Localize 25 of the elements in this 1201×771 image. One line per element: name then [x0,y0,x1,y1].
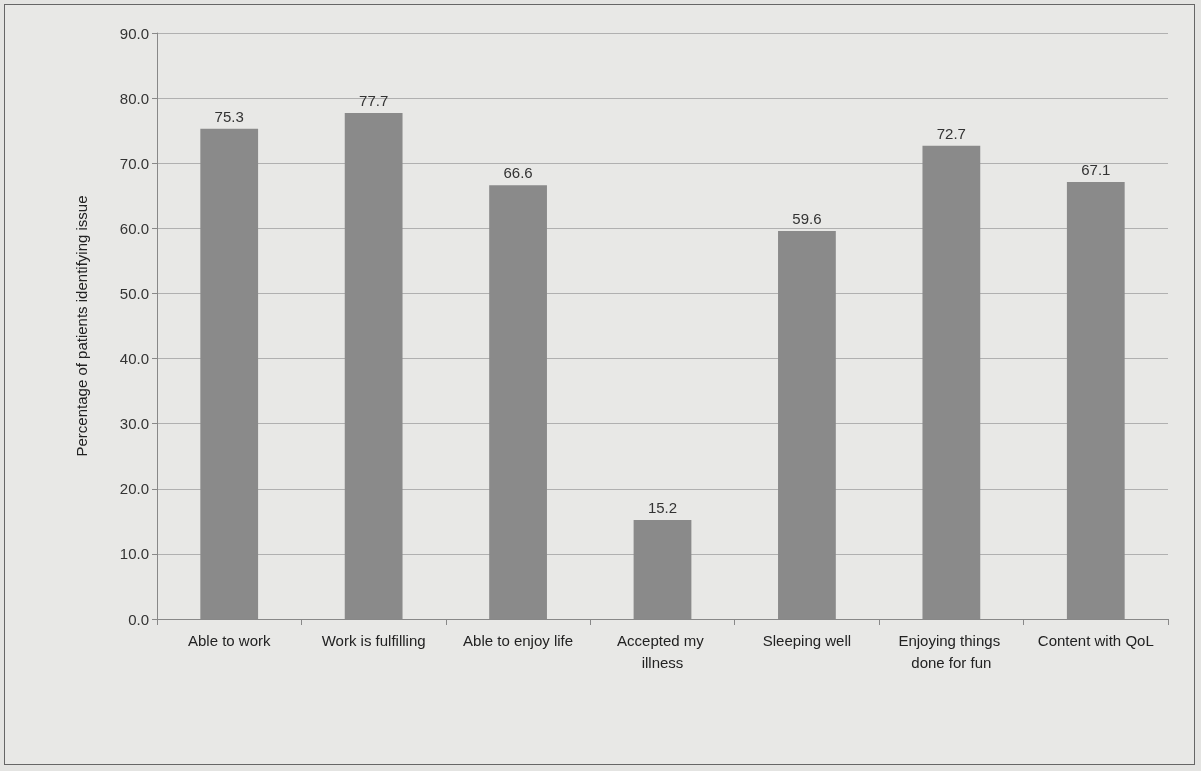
y-tick-label: 70.0 [119,154,149,172]
x-tick-label: Work is fulfilling [321,631,426,649]
y-tick-label: 20.0 [119,480,149,498]
x-tick-label: Content with QoL [1037,631,1154,649]
y-tick-label: 50.0 [119,284,149,302]
x-tick-label: Able to enjoy life [463,631,574,649]
data-label: 15.2 [647,499,678,517]
y-tick-label: 90.0 [119,24,149,42]
y-tick-label: 40.0 [119,350,149,368]
y-axis-title: Percentage of patients identifying issue [73,195,90,457]
x-tick-label: Sleeping well [762,631,852,649]
data-label: 59.6 [792,209,822,227]
data-label: 77.7 [359,92,389,110]
y-tick-label: 60.0 [119,219,149,237]
y-tick-label: 10.0 [119,545,149,563]
x-tick-label: Accepted my illness [617,631,708,671]
y-tick-label: 30.0 [119,415,149,433]
data-label: 72.7 [936,124,966,142]
data-label: 66.6 [503,164,533,182]
y-tick-label: 0.0 [128,610,149,628]
x-tick-label: Enjoying things done for fun [898,631,1005,671]
data-label: 67.1 [1081,161,1111,179]
data-label: 75.3 [214,107,244,125]
y-tick-label: 80.0 [119,89,149,107]
x-tick-label: Able to work [187,631,271,649]
